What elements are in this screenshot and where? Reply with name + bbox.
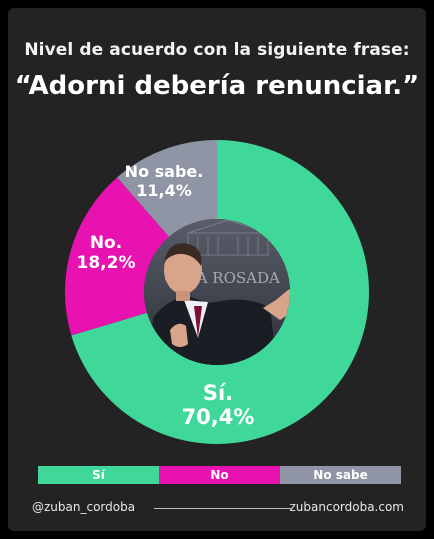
- social-handle: @zuban_cordoba: [32, 500, 136, 514]
- chart-title: Nivel de acuerdo con la siguiente frase:: [24, 40, 410, 60]
- chart-subtitle: “Adorni debería renunciar.”: [14, 71, 420, 101]
- footer-divider: [154, 508, 291, 509]
- slice-no-sabe: [117, 140, 217, 237]
- website-link: zubancordoba.com: [289, 500, 404, 514]
- legend-entry: No sabe: [280, 466, 401, 484]
- donut-chart: CASA ROSADA Sí.70,4% No.18,2% No sabe.11,4…: [65, 140, 370, 444]
- slice-no: [65, 177, 170, 336]
- slice-si: [71, 140, 370, 444]
- slice-label-value: 11,4%: [136, 181, 192, 200]
- poll-card: Nivel de acuerdo con la siguiente frase:…: [8, 8, 426, 531]
- slice-label-name: Sí.: [203, 381, 233, 405]
- slice-label-name: No.: [90, 233, 122, 253]
- slice-label-value: 18,2%: [77, 253, 136, 273]
- legend-entry: No: [159, 466, 280, 484]
- legend: Sí No No sabe: [38, 466, 401, 484]
- center-photo: CASA ROSADA: [144, 219, 290, 365]
- slice-label-value: 70,4%: [182, 405, 255, 429]
- legend-entry: Sí: [38, 466, 159, 484]
- footer: @zuban_cordoba zubancordoba.com: [32, 500, 404, 520]
- slice-label-name: No sabe.: [125, 162, 204, 181]
